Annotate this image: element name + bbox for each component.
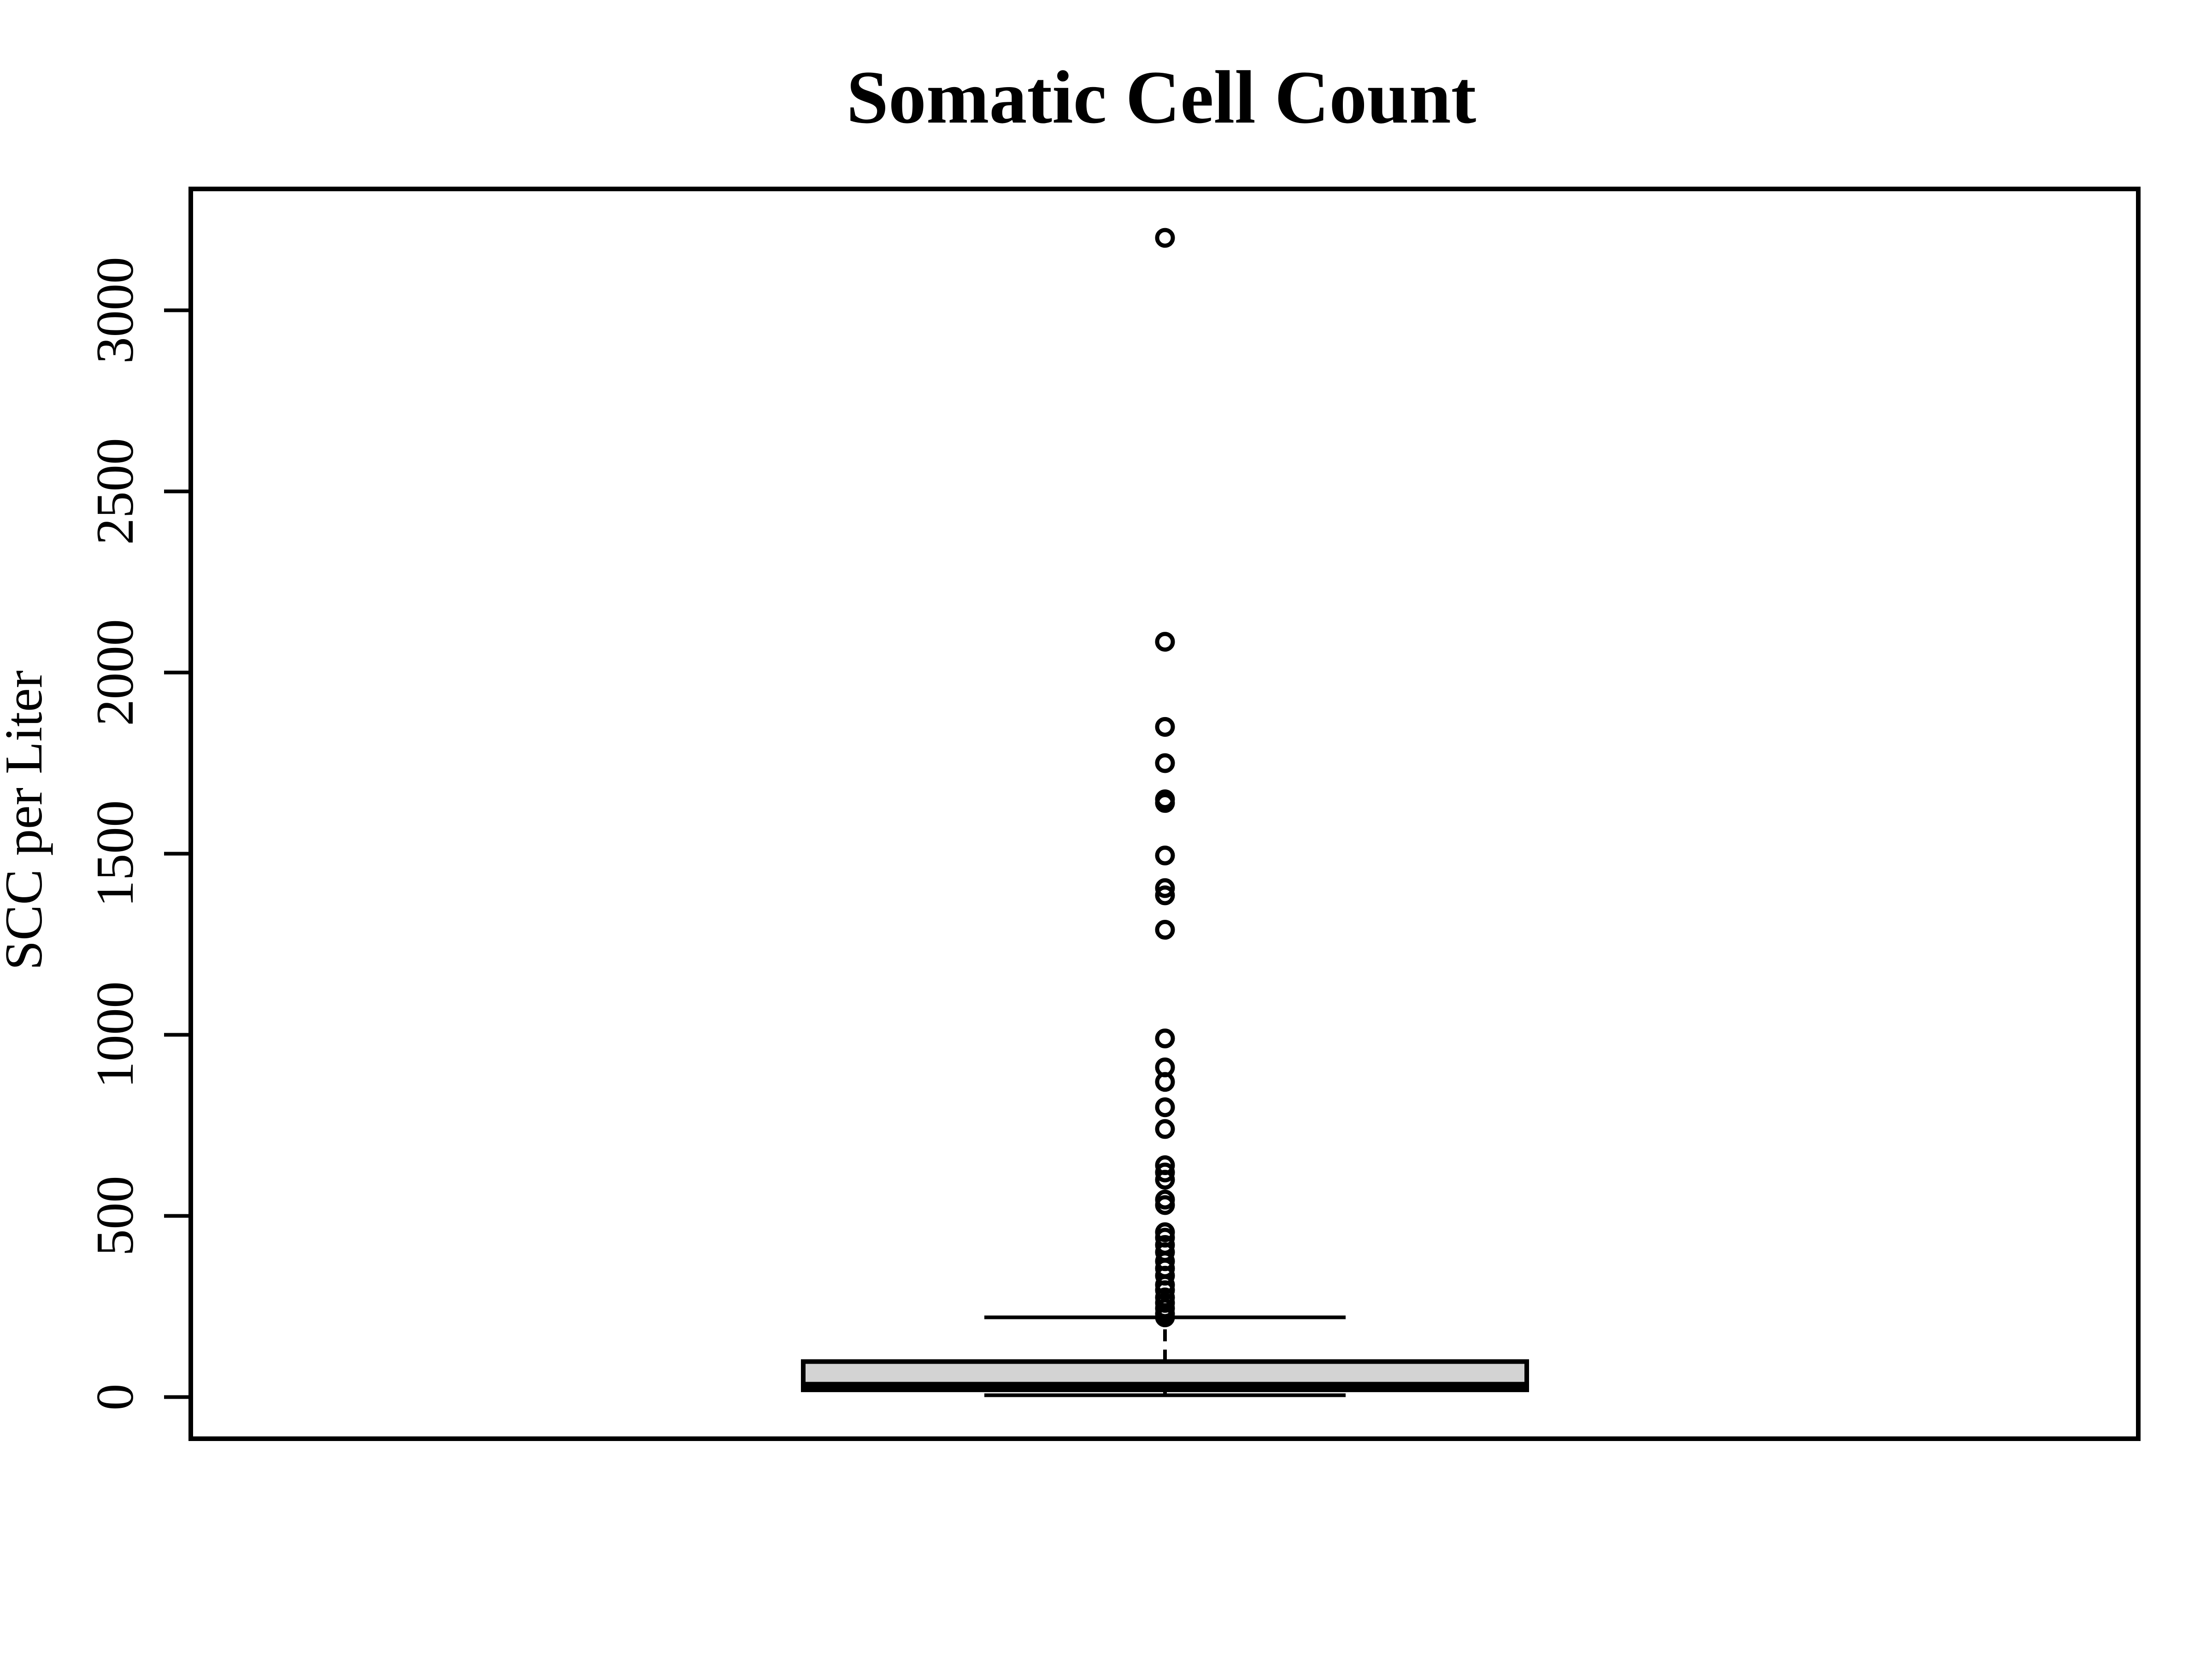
outlier-point <box>1155 1072 1175 1092</box>
outlier-point <box>1155 1307 1175 1328</box>
outlier-point <box>1155 1119 1175 1139</box>
outlier-points <box>1155 228 1175 1328</box>
y-tick-label: 0 <box>86 1384 145 1411</box>
outlier-point <box>1155 632 1175 652</box>
y-tick-label: 500 <box>86 1176 145 1256</box>
outlier-point <box>1155 753 1175 773</box>
y-tick-label: 1000 <box>86 982 145 1088</box>
outlier-point <box>1155 228 1175 248</box>
y-axis-label: SCC per Liter <box>0 671 53 971</box>
outlier-point <box>1155 920 1175 940</box>
outlier-point <box>1155 845 1175 865</box>
outlier-point <box>1155 793 1175 813</box>
boxplot <box>801 1315 1529 1397</box>
y-tick-label: 2000 <box>86 619 145 726</box>
outlier-point <box>1155 1170 1175 1190</box>
chart-title: Somatic Cell Count <box>847 56 1477 139</box>
plot-frame <box>188 187 2141 1441</box>
y-tick-label: 2500 <box>86 438 145 545</box>
outlier-point <box>1155 885 1175 906</box>
outlier-point <box>1155 878 1175 898</box>
outlier-point <box>1155 1162 1175 1182</box>
outlier-point <box>1155 717 1175 737</box>
outlier-point <box>1155 1028 1175 1048</box>
outlier-point <box>1155 1097 1175 1118</box>
outlier-point <box>1155 1280 1175 1300</box>
y-axis: 0 500 1000 1500 2000 2500 3000 <box>86 257 193 1411</box>
y-tick-label: 3000 <box>86 257 145 364</box>
outlier-point <box>1155 1195 1175 1215</box>
y-tick-label: 1500 <box>86 800 145 907</box>
